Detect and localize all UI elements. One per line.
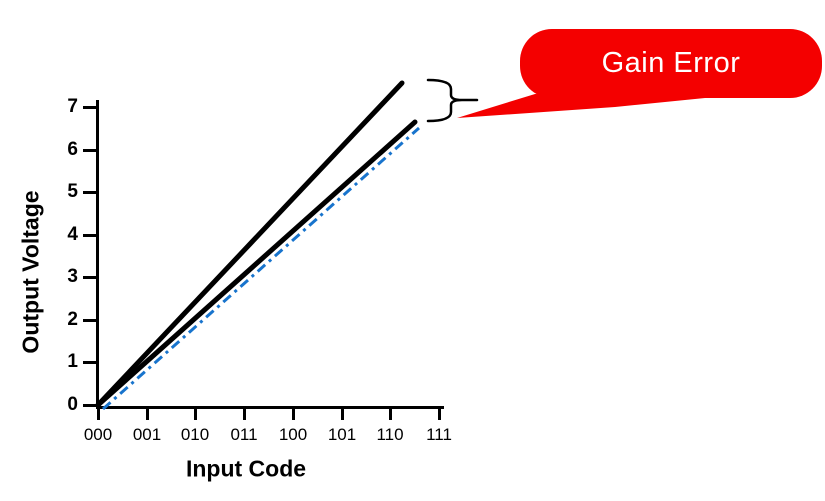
x-tick-label: 110 — [376, 425, 404, 444]
x-tick-label: 010 — [180, 425, 210, 444]
y-tick-label: 7 — [67, 96, 78, 117]
x-tick-label: 101 — [327, 425, 357, 444]
y-tick-2 — [83, 319, 97, 322]
y-tick-label: 2 — [67, 309, 78, 330]
measured-line — [95, 119, 418, 408]
error-brace — [426, 78, 479, 123]
y-tick-label: 0 — [67, 394, 78, 415]
y-tick-4 — [83, 234, 97, 237]
y-tick-1 — [83, 361, 97, 364]
x-tick-010 — [194, 407, 197, 420]
x-axis-line — [96, 406, 444, 409]
y-tick-label: 3 — [67, 266, 78, 287]
y-tick-7 — [83, 106, 97, 109]
y-tick-6 — [83, 149, 97, 152]
x-axis-title: Input Code — [185, 455, 307, 482]
y-tick-0 — [83, 404, 97, 407]
x-tick-label: 100 — [278, 425, 308, 444]
x-tick-110 — [389, 407, 392, 420]
y-tick-label: 5 — [67, 181, 78, 202]
x-tick-label: 011 — [230, 425, 258, 444]
x-tick-111 — [438, 407, 441, 420]
x-tick-101 — [341, 407, 344, 420]
x-tick-000 — [97, 407, 100, 420]
y-tick-label: 1 — [67, 351, 78, 372]
y-tick-label: 6 — [67, 139, 78, 160]
x-tick-label: 111 — [426, 425, 452, 444]
x-tick-label: 001 — [132, 425, 162, 444]
callout-tail — [457, 94, 715, 118]
gain-error-callout-label: Gain Error — [601, 47, 741, 79]
x-tick-001 — [146, 407, 149, 420]
gain-error-callout: Gain Error — [520, 29, 822, 98]
ideal-dashed-line — [102, 126, 420, 411]
y-tick-5 — [83, 191, 97, 194]
y-axis-line — [96, 100, 99, 408]
y-tick-label: 4 — [67, 224, 78, 245]
y-tick-3 — [83, 276, 97, 279]
x-tick-011 — [243, 407, 246, 420]
x-tick-label: 000 — [83, 425, 113, 444]
gain-error-line — [95, 80, 405, 408]
x-tick-100 — [292, 407, 295, 420]
